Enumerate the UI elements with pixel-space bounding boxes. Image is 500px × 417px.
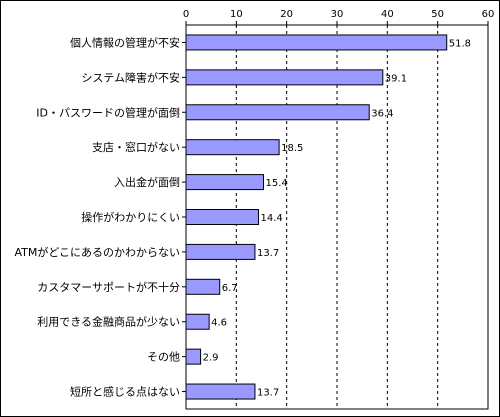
category-label: 支店・窓口がない	[92, 140, 180, 154]
data-label: 4.6	[211, 318, 227, 329]
x-tick-label: 10	[230, 9, 243, 20]
data-label: 15.4	[266, 178, 288, 189]
x-tick-label: 50	[431, 9, 444, 20]
bar	[185, 104, 370, 121]
bar	[185, 313, 210, 330]
category-label: カスタマーサポートが不十分	[37, 280, 180, 294]
bar	[185, 69, 384, 86]
category-label: 操作がわかりにくい	[81, 210, 180, 224]
bars	[185, 34, 448, 400]
category-label: 入出金が面倒	[114, 175, 180, 189]
data-label: 13.7	[257, 248, 279, 259]
axes: 0 10 20 30 40 50 60	[182, 9, 495, 410]
category-label: ID・パスワードの管理が面倒	[36, 105, 180, 119]
bar	[185, 243, 256, 260]
data-label: 36.4	[371, 108, 393, 119]
category-label: 短所と感じる点はない	[70, 385, 180, 399]
bar	[185, 34, 448, 51]
bar	[185, 139, 280, 156]
category-label: ATMがどこにあるのかわからない	[14, 245, 180, 259]
category-label: 利用できる金融商品が少ない	[37, 315, 180, 329]
category-label: 個人情報の管理が不安	[70, 35, 180, 49]
x-tick-label: 40	[381, 9, 394, 20]
bar	[185, 174, 265, 191]
data-label: 51.8	[449, 38, 471, 49]
x-tick-label: 60	[482, 9, 495, 20]
bar	[185, 278, 221, 295]
category-label: その他	[147, 351, 180, 364]
x-tick-label: 20	[280, 9, 293, 20]
category-label: システム障害が不安	[81, 70, 180, 84]
x-tick-label: 0	[183, 9, 189, 20]
bar	[185, 209, 259, 225]
x-tick-label: 30	[331, 9, 344, 20]
data-label: 39.1	[385, 73, 407, 84]
bar	[185, 383, 256, 400]
data-label: 13.7	[257, 388, 279, 399]
bar	[185, 348, 202, 365]
data-label: 18.5	[281, 143, 303, 154]
labels: 個人情報の管理が不安 51.8 システム障害が不安 39.1 ID・パスワードの管理が面…	[14, 35, 471, 398]
data-label: 2.9	[203, 353, 219, 364]
data-label: 14.4	[260, 213, 282, 224]
data-label: 6.7	[222, 283, 238, 294]
